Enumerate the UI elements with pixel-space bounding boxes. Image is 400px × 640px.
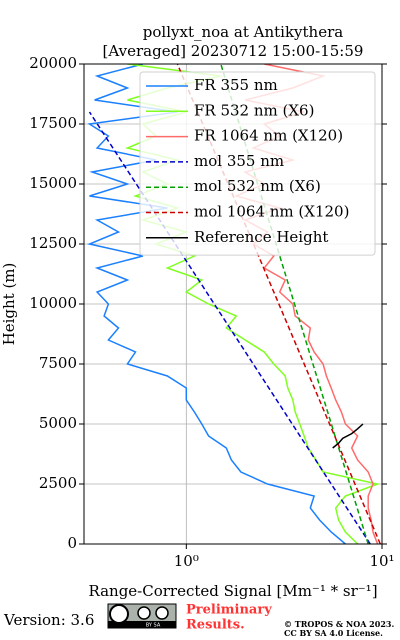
copyright: CC BY SA 4.0 License. xyxy=(284,628,383,638)
series-line xyxy=(87,64,346,544)
legend-label: FR 355 nm xyxy=(194,76,278,94)
legend-label: FR 1064 nm (X120) xyxy=(194,127,343,145)
legend-label: mol 532 nm (X6) xyxy=(194,177,321,195)
legend-label: mol 1064 nm (X120) xyxy=(194,203,349,221)
legend-box xyxy=(139,71,376,256)
x-tick-label: 10¹ xyxy=(369,552,394,570)
notice: Results. xyxy=(186,618,245,633)
sa-icon xyxy=(155,606,169,620)
chart-subtitle: [Averaged] 20230712 15:00-15:59 xyxy=(103,42,364,60)
legend-label: Reference Height xyxy=(194,228,328,246)
legend-label: mol 355 nm xyxy=(194,152,284,170)
chart-title: pollyxt_noa at Antikythera xyxy=(143,23,343,41)
by-icon xyxy=(137,606,151,620)
badge-text: BY SA xyxy=(146,623,161,629)
version: Version: 3.6 xyxy=(3,611,94,629)
legend-label: FR 532 nm (X6) xyxy=(194,101,314,119)
y-axis-label: Height (m) xyxy=(0,263,18,346)
y-tick-label: 15000 xyxy=(29,174,77,192)
series-line xyxy=(124,64,381,544)
badge-strip xyxy=(108,621,176,628)
y-tick-label: 20000 xyxy=(29,54,77,72)
series-line xyxy=(88,111,371,544)
y-tick-label: 5000 xyxy=(39,414,77,432)
y-tick-label: 12500 xyxy=(29,234,77,252)
legend: FR 355 nm FR 532 nm (X6) FR 1064 nm (X120)… xyxy=(139,71,376,256)
y-tick-label: 17500 xyxy=(29,114,77,132)
cc-icon xyxy=(109,604,129,624)
x-tick-label: 10⁰ xyxy=(174,552,199,570)
copyright: © TROPOS & NOA 2023. xyxy=(284,619,394,629)
series-line xyxy=(332,423,364,449)
y-tick-label: 7500 xyxy=(39,354,77,372)
y-tick-label: 0 xyxy=(67,534,77,552)
x-axis-label: Range-Corrected Signal [Mm⁻¹ * sr⁻¹] xyxy=(88,582,377,600)
notice: Preliminary xyxy=(186,603,272,618)
y-tick-label: 10000 xyxy=(29,294,77,312)
cc-badge: BY SA xyxy=(107,603,177,629)
y-tick-label: 2500 xyxy=(39,474,77,492)
